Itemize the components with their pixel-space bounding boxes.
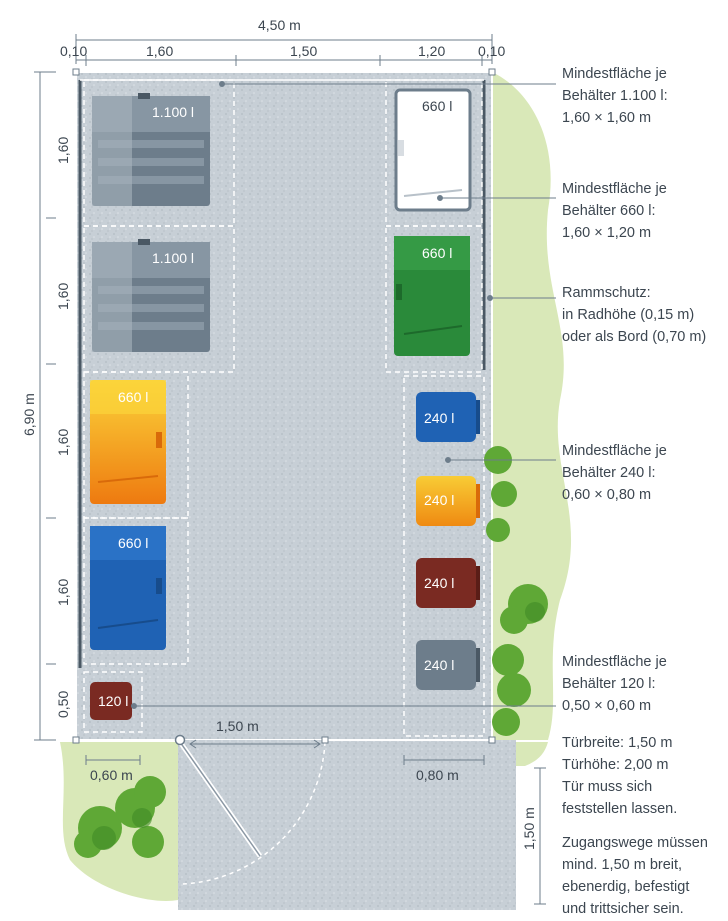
left-seg-3: 1,60 [55,429,71,456]
svg-text:Behälter 660 l:: Behälter 660 l: [562,203,656,219]
svg-text:Mindestfläche je: Mindestfläche je [562,654,667,670]
container-120-label: 120 l [98,693,128,709]
svg-text:Türbreite: 1,50 m: Türbreite: 1,50 m [562,735,672,751]
container-240-brown-label: 240 l [424,575,454,591]
svg-text:mind. 1,50 m breit,: mind. 1,50 m breit, [562,857,682,873]
container-240-grey-label: 240 l [424,657,454,673]
path-width-label: 1,50 m [521,807,537,850]
svg-text:Rammschutz:: Rammschutz: [562,285,651,301]
shrub-shadow-icon [92,602,545,850]
annotation-1100: Mindestfläche je Behälter 1.100 l: 1,60 … [562,66,668,126]
svg-text:oder als Bord (0,70 m): oder als Bord (0,70 m) [562,329,706,345]
container-1100-bottom[interactable]: 1.100 l [92,239,210,352]
svg-text:Mindestfläche je: Mindestfläche je [562,443,667,459]
container-240-blue-label: 240 l [424,410,454,426]
width-120-label: 0,60 m [90,767,133,783]
svg-text:ebenerdig, befestigt: ebenerdig, befestigt [562,879,689,895]
access-path [178,740,516,910]
container-660-blue[interactable]: 660 l [90,526,166,650]
container-1100-bottom-label: 1.100 l [152,250,194,266]
annotation-120: Mindestfläche je Behälter 120 l: 0,50 × … [562,654,667,714]
path-dimension [534,767,546,905]
total-width-label: 4,50 m [258,17,301,33]
svg-text:1,60 × 1,60 m: 1,60 × 1,60 m [562,110,651,126]
container-660-blue-label: 660 l [118,535,148,551]
minimum-areas [83,79,485,737]
container-660-yellow[interactable]: 660 l [90,380,166,504]
svg-text:Türhöhe: 2,00 m: Türhöhe: 2,00 m [562,757,668,773]
room-corners [72,68,496,744]
container-660-green[interactable]: 660 l [394,236,470,356]
left-seg-5: 0,50 [55,691,71,718]
width-240-label: 0,80 m [416,767,459,783]
container-240-brown[interactable]: 240 l [416,558,480,608]
top-seg-4: 1,20 [418,43,445,59]
greenery-right [492,72,572,740]
container-1100-top[interactable]: 1.100 l [92,93,210,206]
annotation-ramming-protection: Rammschutz: in Radhöhe (0,15 m) oder als… [562,285,706,345]
svg-text:in Radhöhe (0,15 m): in Radhöhe (0,15 m) [562,307,694,323]
width-120-dimension [85,755,141,765]
shrub-icon [74,446,548,858]
svg-text:Mindestfläche je: Mindestfläche je [562,66,667,82]
container-240-yellow-label: 240 l [424,492,454,508]
container-1100-top-label: 1.100 l [152,104,194,120]
door-dimension [189,739,321,749]
annotation-door: Türbreite: 1,50 m Türhöhe: 2,00 m Tür mu… [562,735,677,817]
container-660-green-label: 660 l [422,245,452,261]
container-660-white[interactable]: 660 l [394,88,472,212]
container-240-blue[interactable]: 240 l [416,392,480,442]
left-seg-2: 1,60 [55,283,71,310]
svg-text:Zugangswege müssen: Zugangswege müssen [562,835,708,851]
dimension-left [34,71,56,741]
svg-text:feststellen lassen.: feststellen lassen. [562,801,677,817]
svg-text:1,60 × 1,20 m: 1,60 × 1,20 m [562,225,651,241]
top-seg-5: 0,10 [478,43,505,59]
left-seg-4: 1,60 [55,579,71,606]
annotation-access-path: Zugangswege müssen mind. 1,50 m breit, e… [562,835,708,917]
svg-text:Behälter 240 l:: Behälter 240 l: [562,465,656,481]
svg-text:Behälter 120 l:: Behälter 120 l: [562,676,656,692]
svg-text:Behälter 1.100 l:: Behälter 1.100 l: [562,88,668,104]
top-seg-1: 0,10 [60,43,87,59]
annotation-660: Mindestfläche je Behälter 660 l: 1,60 × … [562,181,667,241]
annotation-240: Mindestfläche je Behälter 240 l: 0,60 × … [562,443,667,503]
container-120[interactable]: 120 l [90,682,132,720]
container-660-white-label: 660 l [422,98,452,114]
total-depth-label: 6,90 m [21,393,37,436]
container-240-yellow[interactable]: 240 l [416,476,480,526]
svg-text:Mindestfläche je: Mindestfläche je [562,181,667,197]
dimension-top [75,34,493,66]
width-240-dimension [403,755,485,765]
door-width-label: 1,50 m [216,718,259,734]
top-seg-2: 1,60 [146,43,173,59]
container-660-yellow-label: 660 l [118,389,148,405]
svg-text:Tür muss sich: Tür muss sich [562,779,652,795]
left-seg-1: 1,60 [55,137,71,164]
leader-lines [131,81,556,709]
door[interactable] [76,734,492,885]
container-240-grey[interactable]: 240 l [416,640,480,690]
svg-text:0,50 × 0,60 m: 0,50 × 0,60 m [562,698,651,714]
top-seg-3: 1,50 [290,43,317,59]
svg-text:und trittsicher sein.: und trittsicher sein. [562,901,684,917]
svg-text:0,60 × 0,80 m: 0,60 × 0,80 m [562,487,651,503]
